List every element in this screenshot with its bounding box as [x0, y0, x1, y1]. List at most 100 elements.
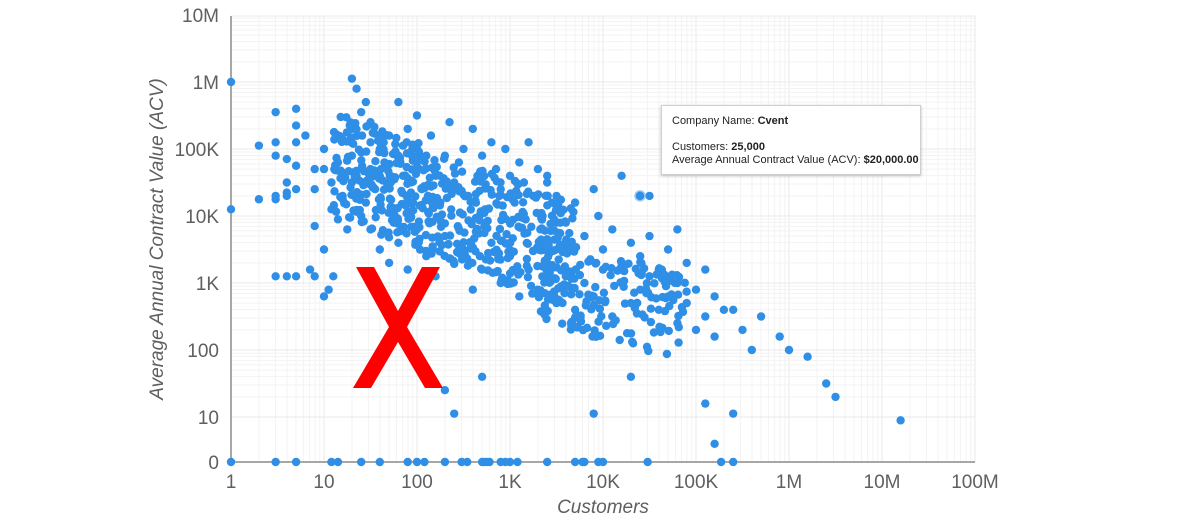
data-point[interactable] [386, 202, 395, 212]
data-point[interactable] [710, 332, 719, 341]
data-point[interactable] [282, 191, 291, 201]
data-point[interactable] [587, 293, 596, 302]
data-point[interactable] [447, 211, 456, 220]
data-point[interactable] [476, 207, 485, 216]
data-point[interactable] [606, 271, 615, 280]
data-point[interactable] [354, 145, 364, 154]
data-point[interactable] [497, 276, 506, 285]
data-point[interactable] [403, 191, 412, 201]
data-point[interactable] [440, 457, 450, 467]
data-point[interactable] [457, 167, 467, 176]
highlighted-point[interactable] [634, 190, 646, 202]
data-point[interactable] [271, 195, 280, 204]
data-point[interactable] [598, 457, 608, 467]
data-point[interactable] [756, 312, 766, 321]
data-point[interactable] [487, 190, 497, 199]
data-point[interactable] [594, 211, 603, 221]
data-point[interactable] [362, 147, 371, 156]
data-point[interactable] [463, 457, 472, 467]
data-point[interactable] [291, 121, 301, 130]
data-point[interactable] [546, 276, 556, 286]
data-point[interactable] [513, 262, 522, 271]
data-point[interactable] [570, 305, 580, 314]
data-point[interactable] [349, 206, 358, 215]
data-point[interactable] [359, 180, 368, 190]
data-point[interactable] [591, 282, 600, 292]
data-point[interactable] [476, 264, 486, 273]
data-point[interactable] [476, 177, 485, 186]
data-point[interactable] [571, 265, 580, 274]
data-point[interactable] [527, 222, 536, 231]
data-point[interactable] [831, 392, 840, 402]
data-points[interactable] [226, 74, 905, 467]
data-point[interactable] [421, 230, 431, 240]
data-point[interactable] [329, 127, 339, 137]
data-point[interactable] [305, 265, 315, 274]
data-point[interactable] [411, 237, 420, 246]
data-point[interactable] [488, 268, 497, 277]
data-point[interactable] [495, 224, 505, 234]
data-point[interactable] [440, 219, 450, 228]
data-point[interactable] [729, 409, 738, 418]
data-point[interactable] [424, 217, 433, 226]
data-point[interactable] [523, 272, 533, 282]
data-point[interactable] [532, 208, 541, 218]
data-point[interactable] [610, 281, 619, 291]
data-point[interactable] [543, 171, 552, 180]
data-point[interactable] [660, 271, 669, 280]
data-point[interactable] [660, 306, 670, 316]
data-point[interactable] [393, 228, 402, 237]
data-point[interactable] [333, 457, 343, 467]
data-point[interactable] [559, 282, 568, 292]
data-point[interactable] [598, 245, 608, 254]
data-point[interactable] [523, 228, 532, 237]
data-point[interactable] [626, 238, 636, 247]
data-point[interactable] [513, 457, 522, 467]
data-point[interactable] [646, 304, 656, 313]
data-point[interactable] [445, 231, 455, 240]
data-point[interactable] [673, 290, 683, 299]
data-point[interactable] [667, 270, 677, 279]
data-point[interactable] [384, 258, 394, 268]
data-point[interactable] [310, 272, 319, 281]
data-point[interactable] [570, 198, 580, 207]
data-point[interactable] [528, 289, 537, 298]
data-point[interactable] [447, 205, 456, 214]
data-point[interactable] [403, 265, 412, 274]
data-point[interactable] [644, 346, 653, 356]
data-point[interactable] [336, 192, 345, 202]
data-point[interactable] [522, 261, 531, 270]
data-point[interactable] [543, 235, 552, 244]
data-point[interactable] [570, 457, 580, 467]
data-point[interactable] [645, 272, 654, 281]
data-point[interactable] [352, 193, 362, 202]
data-point[interactable] [471, 213, 481, 223]
data-point[interactable] [508, 215, 518, 225]
data-point[interactable] [646, 317, 656, 327]
data-point[interactable] [391, 139, 400, 149]
data-point[interactable] [588, 332, 597, 341]
data-point[interactable] [478, 166, 487, 176]
data-point[interactable] [505, 457, 515, 467]
data-point[interactable] [361, 97, 371, 107]
data-point[interactable] [691, 285, 701, 294]
data-point[interactable] [616, 257, 626, 266]
data-point[interactable] [608, 319, 618, 329]
data-point[interactable] [396, 158, 405, 167]
data-point[interactable] [412, 158, 421, 168]
data-point[interactable] [360, 166, 369, 176]
data-point[interactable] [546, 219, 555, 229]
data-point[interactable] [437, 210, 447, 219]
data-point[interactable] [518, 198, 528, 207]
data-point[interactable] [460, 192, 470, 201]
data-point[interactable] [589, 185, 598, 194]
data-point[interactable] [487, 138, 496, 147]
data-point[interactable] [394, 97, 403, 107]
data-point[interactable] [398, 141, 408, 150]
data-point[interactable] [522, 254, 532, 264]
data-point[interactable] [540, 289, 549, 298]
data-point[interactable] [822, 379, 831, 388]
data-point[interactable] [403, 124, 412, 134]
data-point[interactable] [380, 148, 389, 158]
data-point[interactable] [576, 313, 585, 322]
